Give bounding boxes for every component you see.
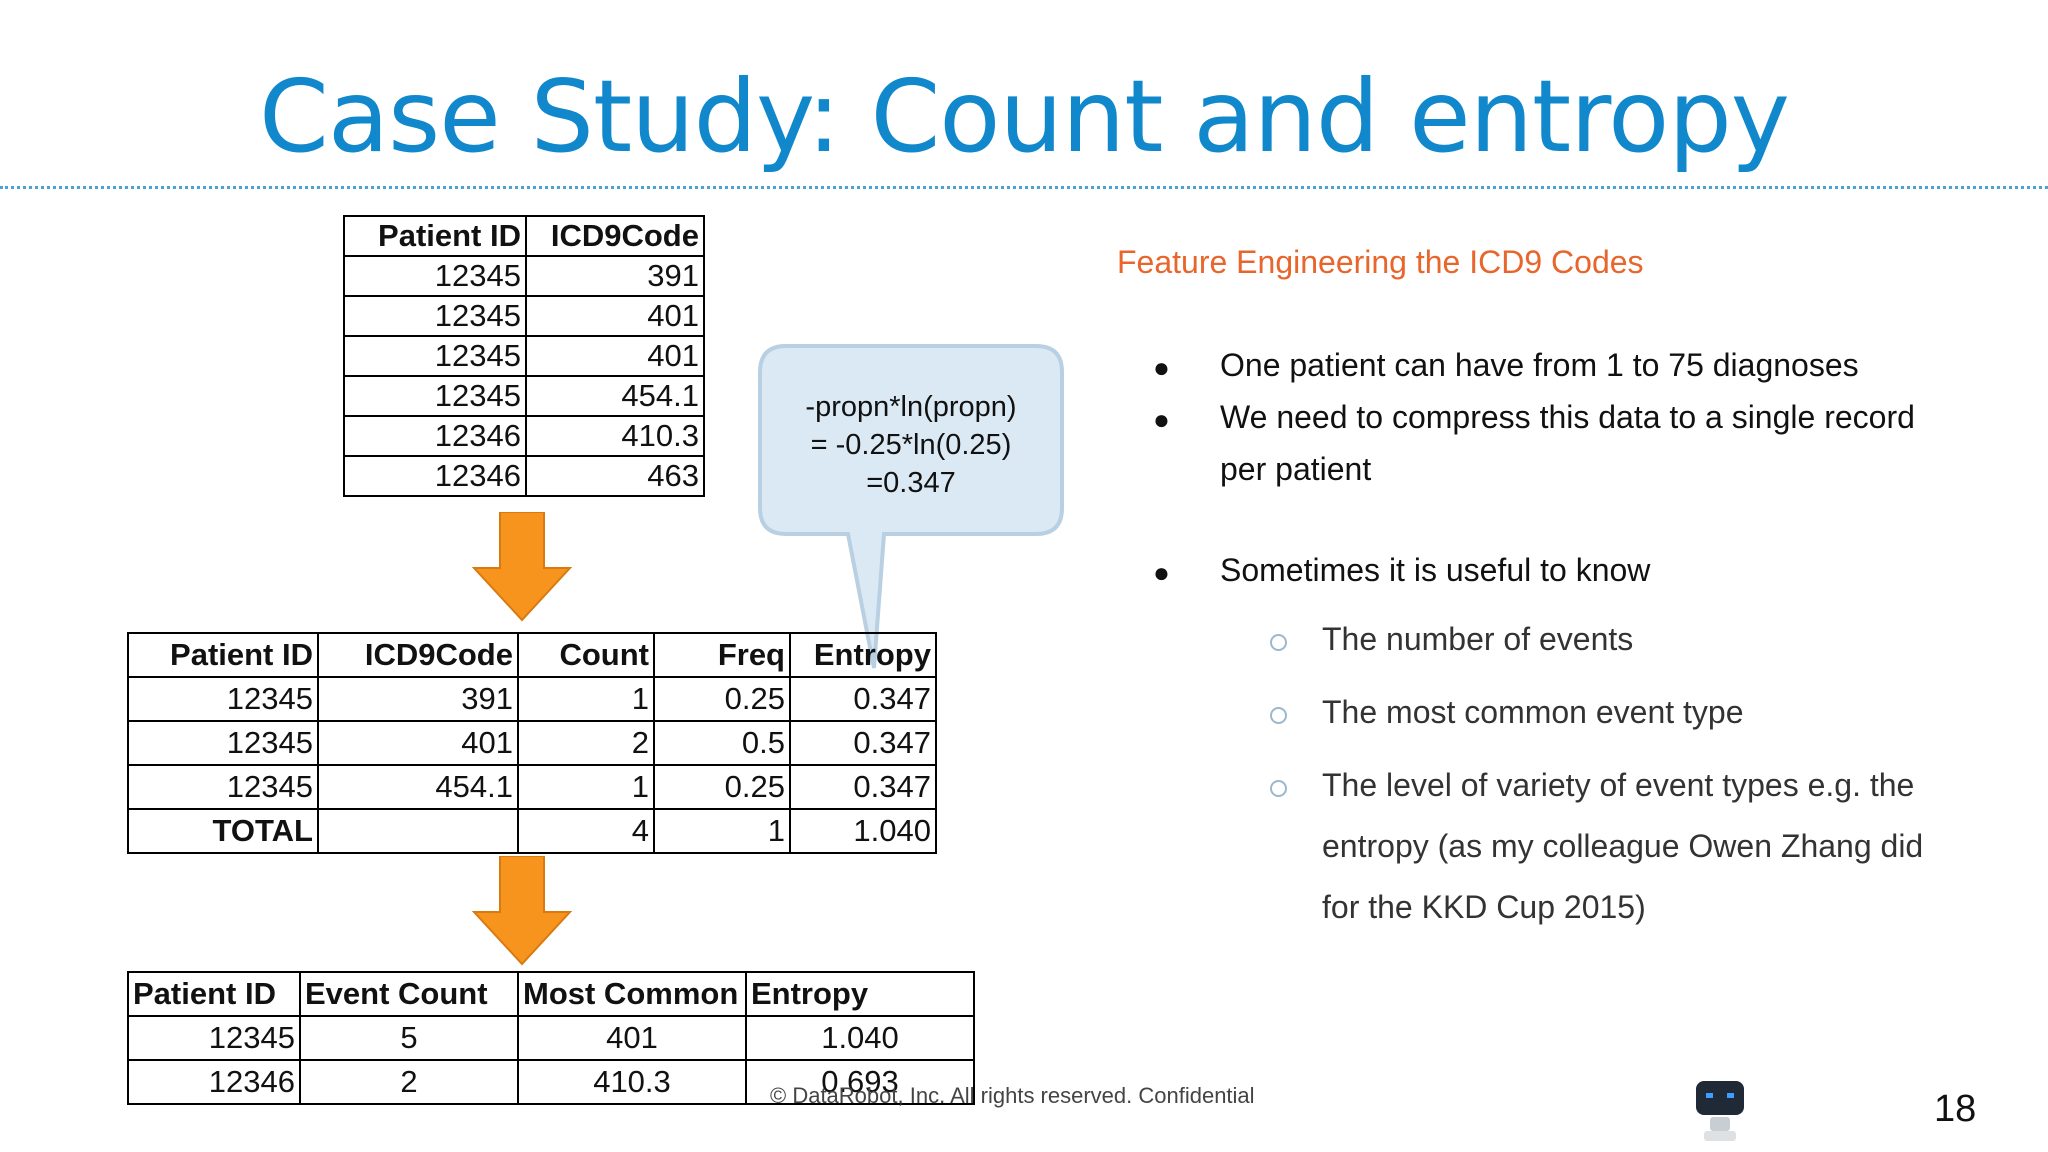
down-arrow-icon [472,856,572,966]
table-cell: 401 [317,720,519,766]
table-row: 12345 5 401 1.040 [127,1015,975,1061]
table-cell: 410.3 [517,1059,747,1105]
bullet-dot-icon: ● [1153,352,1170,383]
table-cell: 1 [517,676,655,722]
slide-title: Case Study: Count and entropy [259,58,1790,175]
sub-bullet-ring-icon [1270,780,1287,797]
sub-bullet-ring-icon [1270,707,1287,724]
table-cell: 410.3 [525,415,705,457]
table-cell: 12346 [127,1059,301,1105]
table-cell: 12345 [127,720,319,766]
table-row: 12345 401 [343,295,705,337]
section-heading: Feature Engineering the ICD9 Codes [1117,244,1644,280]
table-cell: 4 [517,808,655,854]
table-cell [317,808,519,854]
bullet-text: One patient can have from 1 to 75 diagno… [1220,347,1859,383]
table-total-row: TOTAL 4 1 1.040 [127,808,937,854]
table-cell: 401 [525,295,705,337]
sub-bullet-text: The number of events [1322,621,1634,657]
table-cell: 0.693 [745,1059,975,1105]
patient-summary-table: Patient ID Event Count Most Common Entro… [127,971,975,1105]
table-cell: 12345 [343,295,527,337]
table-cell: 12345 [127,676,319,722]
sub-bullet-text: for the KKD Cup 2015) [1322,889,1646,925]
table-cell: 391 [525,255,705,297]
table-cell: 12345 [127,764,319,810]
table-row: 12346 463 [343,455,705,497]
table-cell: 1 [517,764,655,810]
table-cell: 1.040 [745,1015,975,1061]
bullet-text: per patient [1220,451,1372,487]
footer-copyright: © DataRobot, Inc. All rights reserved. C… [770,1083,1255,1108]
table-cell: 12346 [343,415,527,457]
sub-bullet-text: The level of variety of event types e.g.… [1322,767,1915,803]
table-cell: 0.347 [789,720,937,766]
table-cell: 401 [525,335,705,377]
page-number: 18 [1934,1088,1977,1130]
table-header-row: Patient ID Event Count Most Common Entro… [127,971,975,1017]
down-arrow-icon [472,512,572,622]
table-row: 12345 454.1 1 0.25 0.347 [127,764,937,810]
title-divider [0,186,2048,189]
column-header: ICD9Code [525,215,705,257]
table-header-row: Patient ID ICD9Code Count Freq Entropy [127,632,937,678]
column-header: Freq [653,632,791,678]
table-cell: 2 [517,720,655,766]
table-row: 12346 410.3 [343,415,705,457]
bullet-dot-icon: ● [1153,557,1170,588]
table-cell: TOTAL [127,808,319,854]
callout-text: -propn*ln(propn) = -0.25*ln(0.25) =0.347 [760,388,1062,502]
table-cell: 12345 [343,375,527,417]
table-row: 12346 2 410.3 0.693 [127,1059,975,1105]
table-cell: 12346 [343,455,527,497]
callout-line: =0.347 [866,467,956,499]
robot-logo-icon [1696,1081,1744,1141]
bullet-text: Sometimes it is useful to know [1220,552,1651,588]
table-row: 12345 391 [343,255,705,297]
bullet-dot-icon: ● [1153,404,1170,435]
raw-records-table: Patient ID ICD9Code 12345 391 12345 401 … [343,215,705,497]
table-cell: 1.040 [789,808,937,854]
table-row: 12345 454.1 [343,375,705,417]
column-header: Patient ID [343,215,527,257]
sub-bullet-text: The most common event type [1322,694,1744,730]
table-cell: 12345 [343,255,527,297]
table-header-row: Patient ID ICD9Code [343,215,705,257]
table-cell: 0.25 [653,676,791,722]
sub-bullet-ring-icon [1270,634,1287,651]
table-cell: 0.5 [653,720,791,766]
count-entropy-table: Patient ID ICD9Code Count Freq Entropy 1… [127,632,937,854]
table-cell: 0.347 [789,676,937,722]
table-row: 12345 401 [343,335,705,377]
table-cell: 463 [525,455,705,497]
column-header: ICD9Code [317,632,519,678]
table-cell: 391 [317,676,519,722]
table-cell: 1 [653,808,791,854]
column-header: Count [517,632,655,678]
column-header: Patient ID [127,971,301,1017]
table-cell: 0.25 [653,764,791,810]
column-header: Entropy [789,632,937,678]
table-cell: 401 [517,1015,747,1061]
table-row: 12345 401 2 0.5 0.347 [127,720,937,766]
callout-bubble [758,344,1064,669]
table-cell: 12345 [127,1015,301,1061]
bullet-text: We need to compress this data to a singl… [1220,399,1915,435]
table-cell: 2 [299,1059,519,1105]
column-header: Entropy [745,971,975,1017]
table-row: 12345 391 1 0.25 0.347 [127,676,937,722]
column-header: Most Common [517,971,747,1017]
sub-bullet-text: entropy (as my colleague Owen Zhang did [1322,828,1924,864]
callout-line: -propn*ln(propn) [805,391,1017,423]
table-cell: 12345 [343,335,527,377]
column-header: Event Count [299,971,519,1017]
table-cell: 454.1 [525,375,705,417]
callout-line: = -0.25*ln(0.25) [810,429,1012,461]
table-cell: 0.347 [789,764,937,810]
column-header: Patient ID [127,632,319,678]
table-cell: 5 [299,1015,519,1061]
table-cell: 454.1 [317,764,519,810]
